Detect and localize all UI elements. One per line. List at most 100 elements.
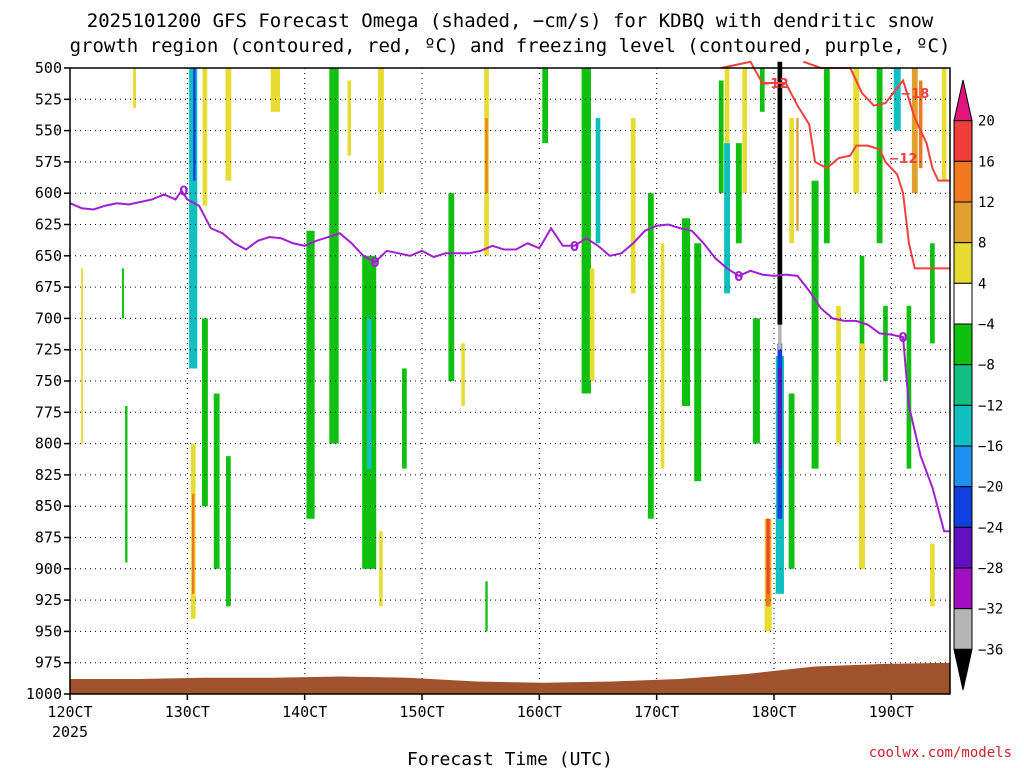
omega-cell xyxy=(347,80,352,156)
colorbar-label: −24 xyxy=(978,520,1003,536)
omega-cell xyxy=(202,68,208,206)
colorbar-segment xyxy=(953,445,973,488)
y-tick-label: 900 xyxy=(35,560,62,578)
x-tick-label: 130CT xyxy=(165,703,210,721)
omega-cell xyxy=(366,318,372,469)
y-tick-label: 800 xyxy=(35,435,62,453)
terrain-surface xyxy=(70,662,950,694)
omega-cell xyxy=(906,305,912,469)
omega-cell xyxy=(718,80,724,194)
y-tick-label: 1000 xyxy=(26,685,62,703)
colorbar-label: 12 xyxy=(978,195,995,211)
freezing-level-line xyxy=(69,188,950,533)
omega-cell xyxy=(81,268,84,444)
omega-cell xyxy=(918,80,923,169)
colorbar-segment xyxy=(953,323,973,366)
colorbar-label: −28 xyxy=(978,561,1003,577)
grid-lines xyxy=(70,68,950,694)
x-tick-label: 150CT xyxy=(399,703,444,721)
freezing-level-label: 0 xyxy=(570,240,579,255)
freezing-level-label: 0 xyxy=(179,185,188,200)
x-axis-title: Forecast Time (UTC) xyxy=(407,749,613,768)
y-axis-pressure: 500 525 550 575 600 625 650 675 700 725 750 775 800 8… xyxy=(26,59,70,703)
omega-cell xyxy=(893,68,901,131)
colorbar-segment xyxy=(953,404,973,447)
omega-cell xyxy=(742,68,748,194)
omega-cell xyxy=(778,324,782,350)
omega-cell xyxy=(724,143,730,294)
plot-area: −12 −12 −18 0 0 0 0 0 xyxy=(69,60,951,695)
chart-title-line-1: 2025101200 GFS Forecast Omega (shaded, −… xyxy=(87,10,934,32)
x-tick-label: 180CT xyxy=(751,703,796,721)
omega-cell xyxy=(778,368,782,469)
omega-cell xyxy=(189,68,198,369)
y-tick-label: 725 xyxy=(35,341,62,359)
omega-cell xyxy=(402,368,407,469)
omega-cell xyxy=(660,243,665,469)
omega-cell xyxy=(836,305,841,444)
omega-cell xyxy=(796,118,799,231)
omega-cell xyxy=(883,305,888,381)
colorbar-segment xyxy=(953,486,973,528)
y-tick-label: 850 xyxy=(35,497,62,515)
freezing-level-label: 0 xyxy=(734,270,743,285)
dendritic-growth-contours: −12 −12 −18 xyxy=(720,60,950,270)
colorbar-segment xyxy=(953,364,973,406)
dgz-contour-label: −12 xyxy=(889,152,918,167)
omega-cell xyxy=(859,255,865,344)
colorbar-label: 16 xyxy=(978,154,995,170)
colorbar-label: −4 xyxy=(978,317,995,333)
y-tick-label: 675 xyxy=(35,278,62,296)
omega-cell xyxy=(485,118,488,194)
omega-cell xyxy=(735,143,742,244)
omega-cell xyxy=(876,68,883,244)
omega-cell xyxy=(859,343,865,569)
omega-cell xyxy=(595,118,601,244)
colorbar-segment xyxy=(953,567,973,610)
omega-cell xyxy=(941,68,947,181)
omega-cell xyxy=(270,68,281,112)
y-tick-label: 525 xyxy=(35,90,62,108)
omega-cell xyxy=(121,268,124,319)
x-tick-label: 140CT xyxy=(282,703,327,721)
omega-cell xyxy=(192,493,195,594)
omega-cell xyxy=(226,456,231,607)
y-tick-label: 550 xyxy=(35,122,62,140)
omega-cell xyxy=(788,393,795,569)
freezing-level-label: 0 xyxy=(899,331,908,346)
colorbar-label: 20 xyxy=(978,114,995,130)
x-tick-label: 160CT xyxy=(517,703,562,721)
y-tick-label: 700 xyxy=(35,309,62,327)
colorbar-segment xyxy=(953,201,973,244)
omega-cell xyxy=(461,343,465,407)
colorbar-segment xyxy=(953,526,973,569)
x-axis-time: 120CT 130CT 140CT 150CT 160CT 170CT 180CT 190CT xyxy=(47,694,914,721)
omega-cell xyxy=(213,393,220,569)
omega-cell xyxy=(329,68,339,444)
omega-cell xyxy=(759,68,765,112)
omega-cell xyxy=(853,68,860,194)
colorbar-segment xyxy=(953,120,973,162)
omega-cell xyxy=(752,318,760,444)
omega-cell xyxy=(930,243,935,344)
omega-cell xyxy=(811,180,819,469)
colorbar-label: −36 xyxy=(978,642,1003,658)
omega-cell xyxy=(485,581,488,632)
omega-cell xyxy=(581,68,591,394)
dgz-contour-line xyxy=(720,60,950,270)
omega-cell xyxy=(306,230,315,519)
omega-cell xyxy=(202,318,208,507)
chart-title-line-2: growth region (contoured, red, ºC) and f… xyxy=(70,35,951,57)
colorbar-label: −16 xyxy=(978,439,1003,455)
colorbar-label: −20 xyxy=(978,480,1003,496)
omega-cell xyxy=(724,68,730,144)
omega-cell xyxy=(125,406,128,563)
colorbar-segment xyxy=(953,608,973,650)
omega-cell xyxy=(766,518,770,594)
terrain-fill xyxy=(70,662,950,694)
colorbar-label: 8 xyxy=(978,236,986,252)
omega-cell xyxy=(225,68,232,181)
omega-cell xyxy=(589,268,595,381)
omega-cell xyxy=(193,68,196,181)
